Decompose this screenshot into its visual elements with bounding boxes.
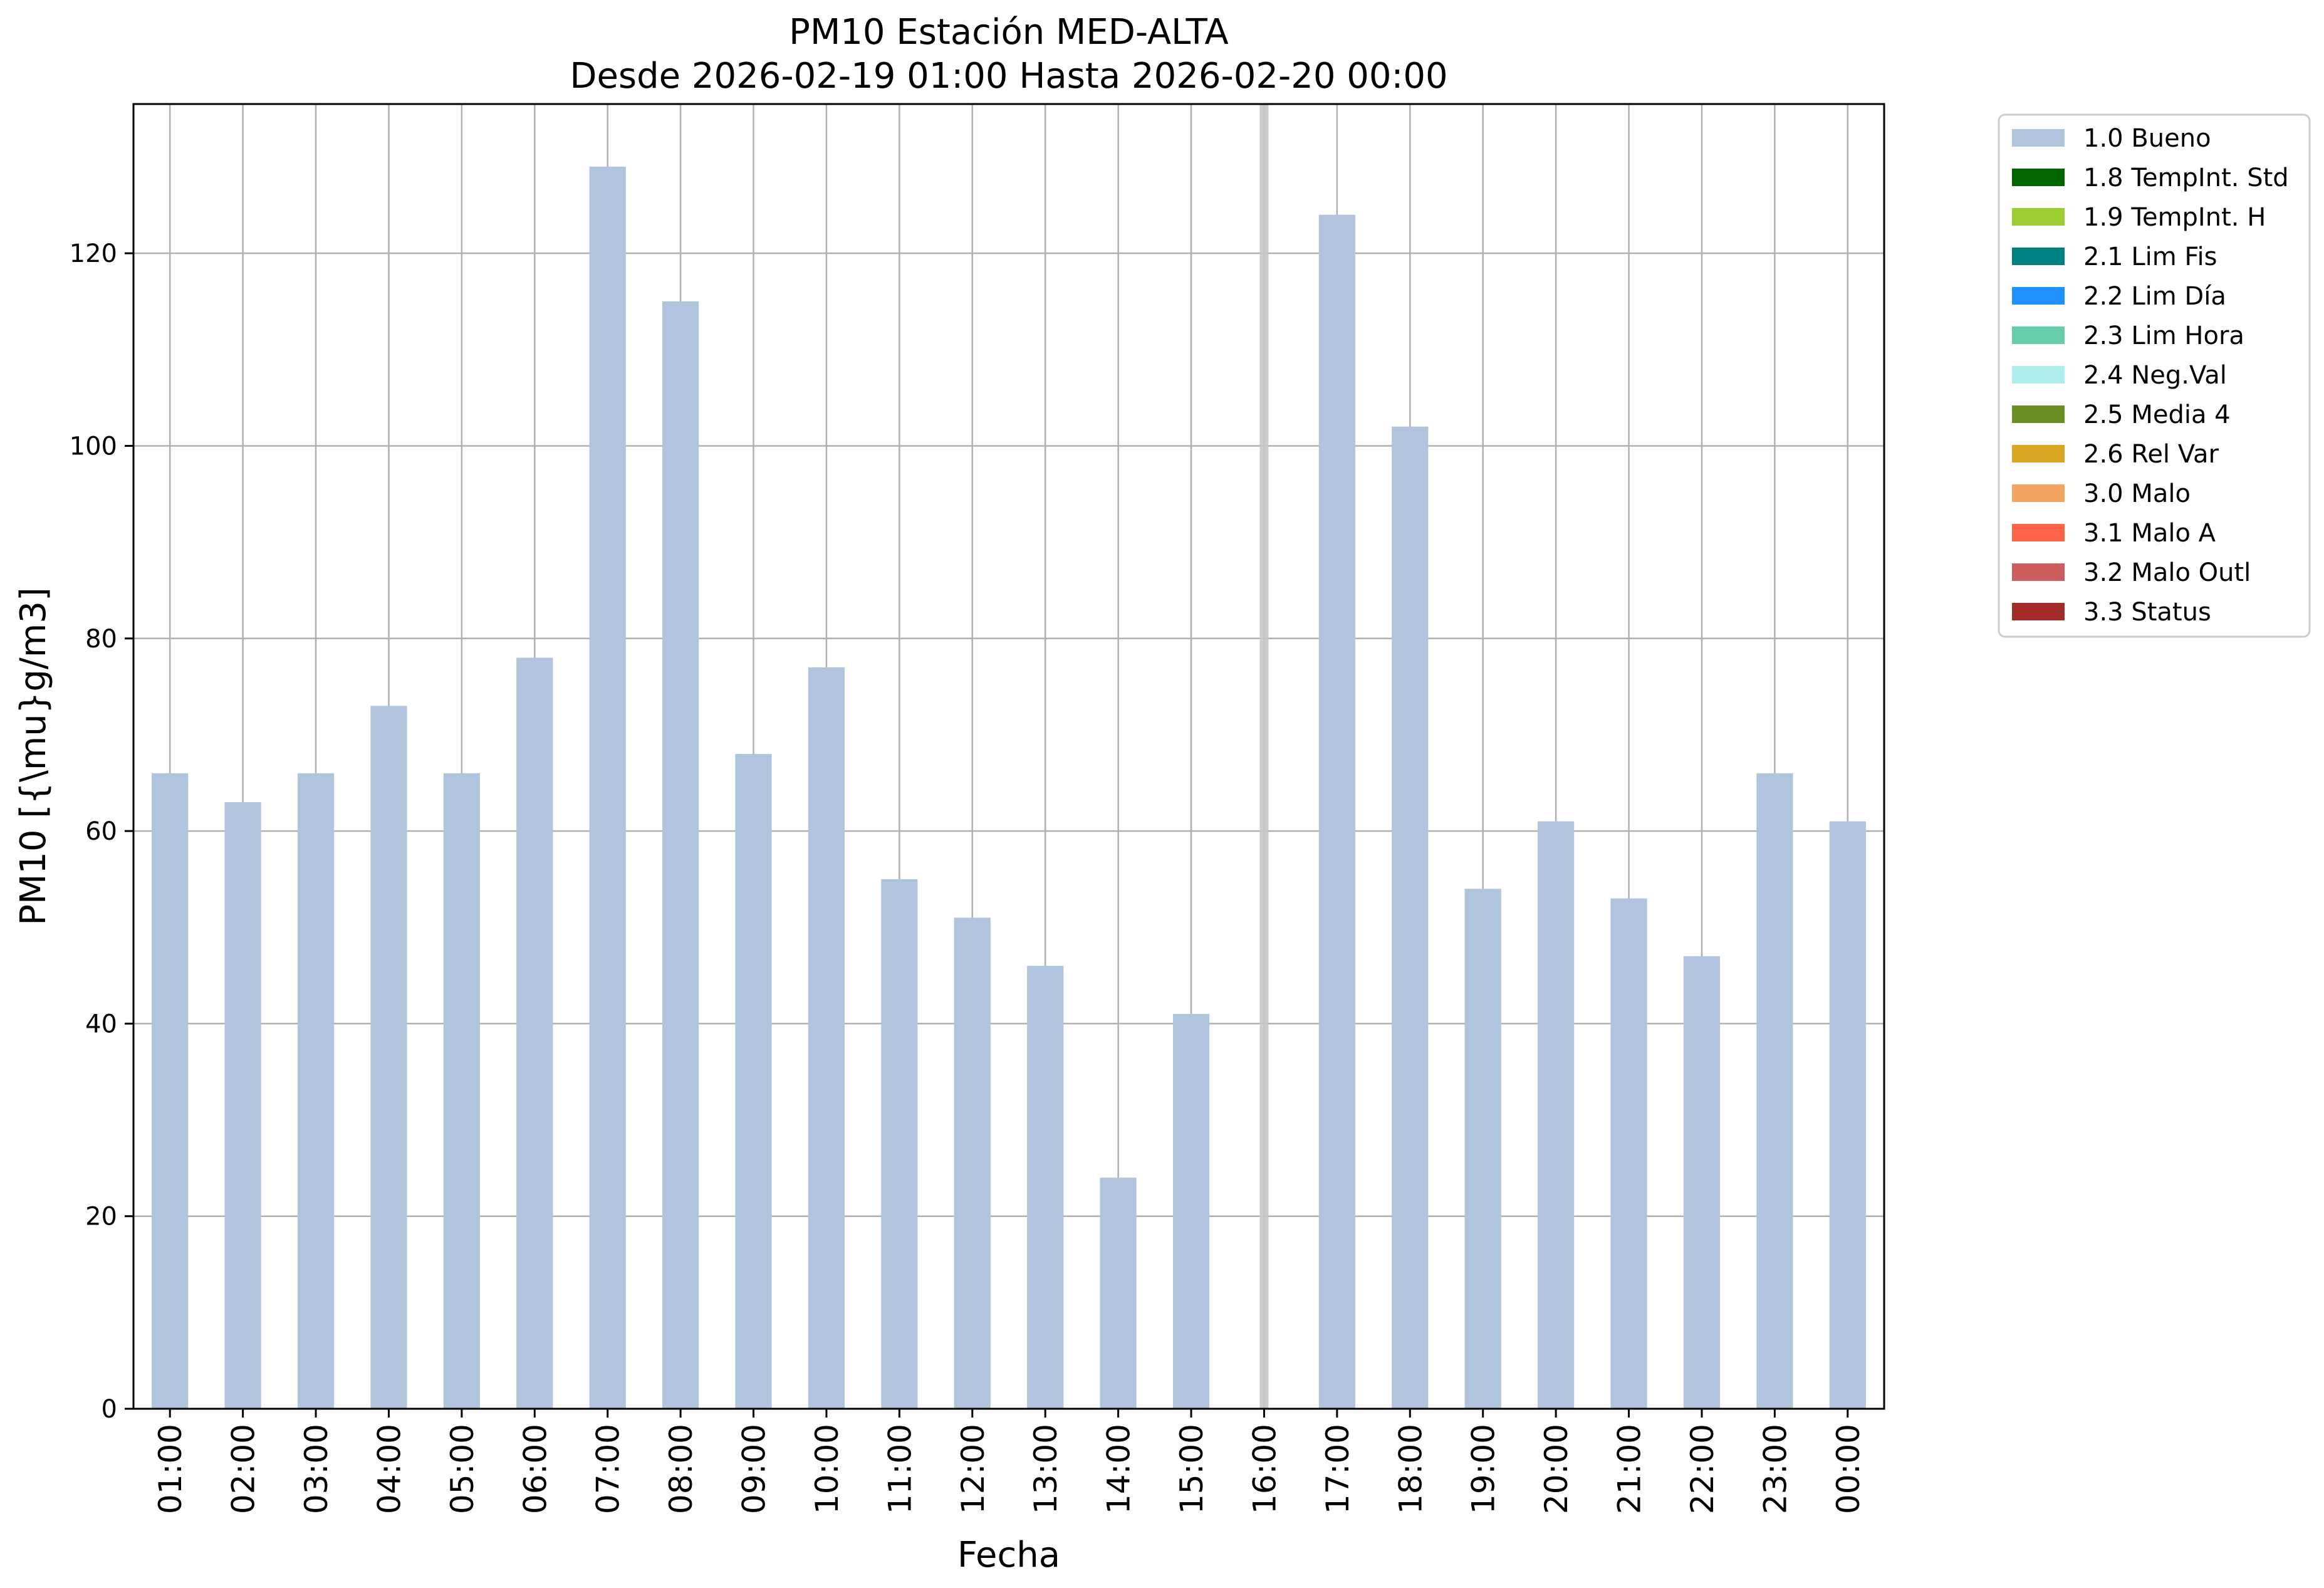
legend-swatch	[2012, 603, 2065, 620]
bar	[954, 917, 991, 1409]
y-axis-label: PM10 [{\mu}g/m3]	[13, 587, 54, 926]
bar	[1683, 956, 1721, 1409]
legend-swatch	[2012, 445, 2065, 462]
legend-swatch	[2012, 524, 2065, 541]
legend-label: 2.5 Media 4	[2083, 400, 2231, 429]
x-tick-label: 12:00	[955, 1424, 991, 1514]
legend-label: 1.0 Bueno	[2083, 124, 2211, 153]
x-tick-label: 06:00	[517, 1424, 553, 1514]
bar	[589, 166, 626, 1409]
legend-label: 2.3 Lim Hora	[2083, 321, 2244, 350]
x-tick-label: 11:00	[882, 1424, 918, 1514]
bars	[152, 104, 1866, 1409]
x-tick-label: 01:00	[152, 1424, 189, 1514]
y-tick-label: 20	[85, 1203, 117, 1231]
y-tick-label: 60	[85, 817, 117, 846]
x-tick-label: 14:00	[1101, 1424, 1137, 1514]
bar	[1829, 821, 1866, 1409]
legend-label: 2.4 Neg.Val	[2083, 361, 2227, 390]
x-tick-label: 17:00	[1320, 1424, 1356, 1514]
legend-label: 3.1 Malo A	[2083, 519, 2216, 548]
x-tick-label: 22:00	[1684, 1424, 1721, 1514]
x-tick-label: 00:00	[1830, 1424, 1867, 1514]
bar	[224, 802, 261, 1409]
bar	[152, 773, 189, 1409]
legend-label: 1.9 TempInt. H	[2083, 203, 2266, 232]
y-tick-label: 100	[70, 432, 117, 461]
legend-swatch	[2012, 484, 2065, 502]
y-tick-label: 80	[85, 625, 117, 654]
legend-swatch	[2012, 169, 2065, 186]
bar	[1318, 214, 1355, 1409]
x-tick-label: 08:00	[663, 1424, 699, 1514]
legend-swatch	[2012, 287, 2065, 305]
x-tick-label: 18:00	[1392, 1424, 1429, 1514]
bar	[1392, 426, 1429, 1409]
bar	[1172, 1014, 1210, 1409]
x-tick-label: 09:00	[736, 1424, 773, 1514]
x-tick-label: 07:00	[590, 1424, 627, 1514]
bar	[297, 773, 335, 1409]
y-tick-label: 40	[85, 1010, 117, 1038]
legend-label: 3.0 Malo	[2083, 479, 2191, 508]
legend-swatch	[2012, 563, 2065, 581]
legend-swatch	[2012, 129, 2065, 147]
chart-title: PM10 Estación MED-ALTA	[789, 12, 1229, 53]
x-ticks: 01:00 02:00 03:00 04:00 05:00 06:00 07:00 08:00…	[152, 1409, 1867, 1514]
legend-swatch	[2012, 366, 2065, 384]
legend-swatch	[2012, 248, 2065, 265]
bar	[1756, 773, 1793, 1409]
missing-data-marker	[1259, 104, 1269, 1409]
bar	[1027, 966, 1064, 1409]
legend-swatch	[2012, 405, 2065, 423]
bar	[1610, 898, 1647, 1409]
x-tick-label: 20:00	[1538, 1424, 1575, 1514]
bar	[1464, 889, 1501, 1409]
x-tick-label: 04:00	[371, 1424, 407, 1514]
legend-label: 3.2 Malo Outl	[2083, 558, 2251, 587]
y-tick-label: 0	[102, 1395, 117, 1424]
legend-swatch	[2012, 208, 2065, 226]
x-tick-label: 10:00	[809, 1424, 845, 1514]
legend-label: 3.3 Status	[2083, 598, 2211, 627]
x-axis-label: Fecha	[957, 1535, 1060, 1575]
chart-subtitle: Desde 2026-02-19 01:00 Hasta 2026-02-20 …	[570, 56, 1447, 97]
plot-frame	[132, 103, 1885, 1410]
x-tick-label: 03:00	[298, 1424, 335, 1514]
legend-label: 2.2 Lim Día	[2083, 282, 2226, 311]
legend-label: 1.8 TempInt. Std	[2083, 164, 2289, 192]
x-tick-label: 21:00	[1612, 1424, 1648, 1514]
x-tick-label: 23:00	[1757, 1424, 1793, 1514]
x-tick-label: 15:00	[1174, 1424, 1210, 1514]
bar	[808, 667, 845, 1409]
x-tick-label: 05:00	[444, 1424, 481, 1514]
legend-label: 2.1 Lim Fis	[2083, 243, 2217, 271]
legend-swatch	[2012, 326, 2065, 344]
bar	[881, 879, 918, 1409]
bar	[662, 301, 699, 1409]
x-tick-label: 13:00	[1028, 1424, 1064, 1514]
x-tick-label: 16:00	[1246, 1424, 1283, 1514]
x-tick-label: 19:00	[1466, 1424, 1502, 1514]
legend-frame	[1998, 113, 2311, 638]
legend: 1.0 Bueno 1.8 TempInt. Std 1.9 TempInt. H 2…	[1998, 113, 2311, 638]
legend-label: 2.6 Rel Var	[2083, 440, 2219, 469]
x-tick-label: 02:00	[226, 1424, 262, 1514]
bar	[443, 773, 480, 1409]
bar	[370, 706, 407, 1409]
y-ticks: 0 20 40 60 80 100 120	[70, 239, 133, 1424]
bar	[735, 754, 772, 1409]
bar	[516, 657, 553, 1409]
bar	[1100, 1178, 1137, 1409]
y-tick-label: 120	[70, 239, 117, 268]
bar	[1538, 821, 1575, 1409]
